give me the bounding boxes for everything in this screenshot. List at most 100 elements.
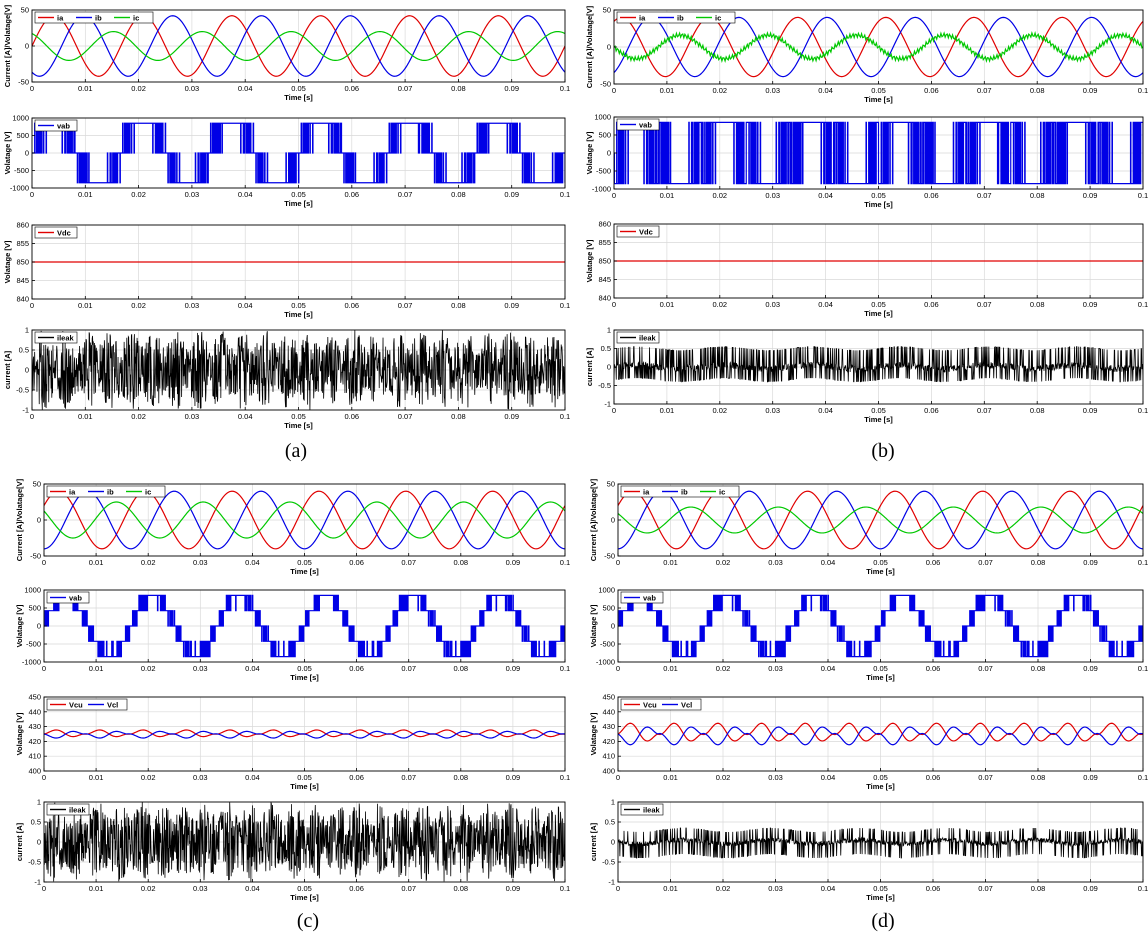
legend-label-ia: ia [643,488,650,497]
caption-d: (d) [871,910,895,932]
y-tick-label: -1 [604,400,611,409]
x-tick-label: 0.04 [818,406,833,415]
x-tick-label: 0.06 [926,664,941,673]
x-tick-label: 0.03 [185,412,200,421]
x-tick-label: 0.08 [451,190,466,199]
y-tick-label: -50 [600,80,611,89]
y-axis-label: current [A] [15,822,24,861]
series-line-ileak [44,802,565,882]
x-tick-label: 0.05 [871,86,886,95]
y-axis-label: current [A] [3,350,12,389]
x-tick-label: 0.02 [141,773,156,782]
legend-label-Vcl: Vcl [107,701,118,710]
y-tick-label: 400 [28,767,41,776]
series-line-ic [614,31,1143,63]
legend-label-vab: vab [57,122,70,131]
x-tick-label: 0.07 [977,191,992,200]
x-tick-label: 0.07 [978,884,993,893]
legend-label-ia: ia [639,14,646,23]
x-tick-label: 0.07 [978,773,993,782]
y-tick-label: 840 [16,295,29,304]
series-line-ic [618,506,1143,534]
x-tick-label: 0.05 [297,773,312,782]
y-tick-label: 500 [28,604,41,613]
y-tick-label: -1000 [22,658,41,667]
legend-label-ileak: ileak [57,334,75,343]
legend: ia ib ic [34,11,154,24]
x-tick-label: 0.08 [1030,300,1045,309]
x-tick-label: 0.08 [1031,773,1046,782]
x-tick-label: 0.06 [344,301,359,310]
x-tick-label: 0.1 [1138,884,1148,893]
x-tick-label: 0.05 [291,412,306,421]
series-line-ileak [614,346,1143,383]
x-tick-label: 0.08 [1030,406,1045,415]
subplot-d-1: 0 0.01 0.02 0.03 0.04 0.05 0.06 0.07 0.08 0.09 0.1… [589,478,1148,576]
x-tick-label: 0.05 [297,558,312,567]
x-tick-label: 0.07 [398,84,413,93]
x-tick-label: 0.1 [1138,773,1148,782]
y-tick-label: 0 [611,838,615,847]
x-tick-label: 0.04 [238,190,253,199]
x-tick-label: 0.1 [1138,406,1148,415]
x-tick-label: 0.08 [451,301,466,310]
y-tick-label: 855 [598,238,611,247]
y-tick-label: -50 [30,552,41,561]
x-tick-label: 0.04 [821,884,836,893]
x-axis-label: Time [s] [284,199,313,208]
y-tick-label: 440 [28,707,41,716]
legend-label-ib: ib [681,488,688,497]
legend: vab [616,118,660,131]
series-line-Vcl [44,730,565,739]
legend-box [616,225,660,238]
x-tick-label: 0.06 [924,191,939,200]
x-tick-label: 0.06 [349,884,364,893]
x-tick-label: 0.01 [78,301,93,310]
x-axis-label: Time [s] [866,673,895,682]
x-axis-label: Time [s] [866,567,895,576]
y-tick-label: 430 [28,722,41,731]
subplot-b-4: 0 0.01 0.02 0.03 0.04 0.05 0.06 0.07 0.08 0.09 0.1… [585,326,1148,425]
y-tick-label: 420 [602,737,615,746]
x-tick-label: 0.04 [821,664,836,673]
series-line-ic [44,501,565,539]
y-tick-label: 420 [28,737,41,746]
y-tick-label: 0 [37,622,41,631]
y-axis-label: Volatage [V] [589,712,598,755]
x-tick-label: 0.06 [344,412,359,421]
legend-label-ic: ic [719,488,725,497]
x-tick-label: 0.01 [663,558,678,567]
x-tick-label: 0.04 [238,301,253,310]
x-tick-label: 0.08 [1030,191,1045,200]
y-axis-label: Current [A]/Volatage[V] [589,478,598,561]
y-tick-label: 410 [28,752,41,761]
y-tick-label: 845 [598,275,611,284]
series-line-ib [618,490,1143,550]
x-tick-label: 0.06 [926,773,941,782]
x-tick-label: 0.06 [924,406,939,415]
legend-box [46,485,166,498]
y-tick-label: 0 [25,42,29,51]
legend: ileak [46,803,90,816]
legend: ileak [620,803,664,816]
y-tick-label: 500 [16,131,29,140]
x-tick-label: 0.05 [873,773,888,782]
x-tick-label: 0.1 [560,884,570,893]
x-axis-label: Time [s] [284,93,313,102]
subplot-c-2: 0 0.01 0.02 0.03 0.04 0.05 0.06 0.07 0.08 0.09 0.1… [15,586,570,683]
y-axis-label: Current [A]/Volatage[V] [3,4,12,87]
x-axis-label: Time [s] [864,309,893,318]
y-tick-label: 0 [607,149,611,158]
x-tick-label: 0.09 [1083,406,1098,415]
x-tick-label: 0.04 [245,884,260,893]
y-tick-label: 50 [603,6,611,15]
legend-box [616,118,660,131]
y-axis-label: current [A] [589,822,598,861]
legend-label-ia: ia [69,488,76,497]
legend: Vcu Vcl [46,698,128,711]
y-tick-label: -500 [26,640,41,649]
x-tick-label: 0.09 [1083,191,1098,200]
y-tick-label: 0 [25,149,29,158]
x-tick-label: 0.07 [401,773,416,782]
y-axis-label: Volatage [V] [585,131,594,174]
